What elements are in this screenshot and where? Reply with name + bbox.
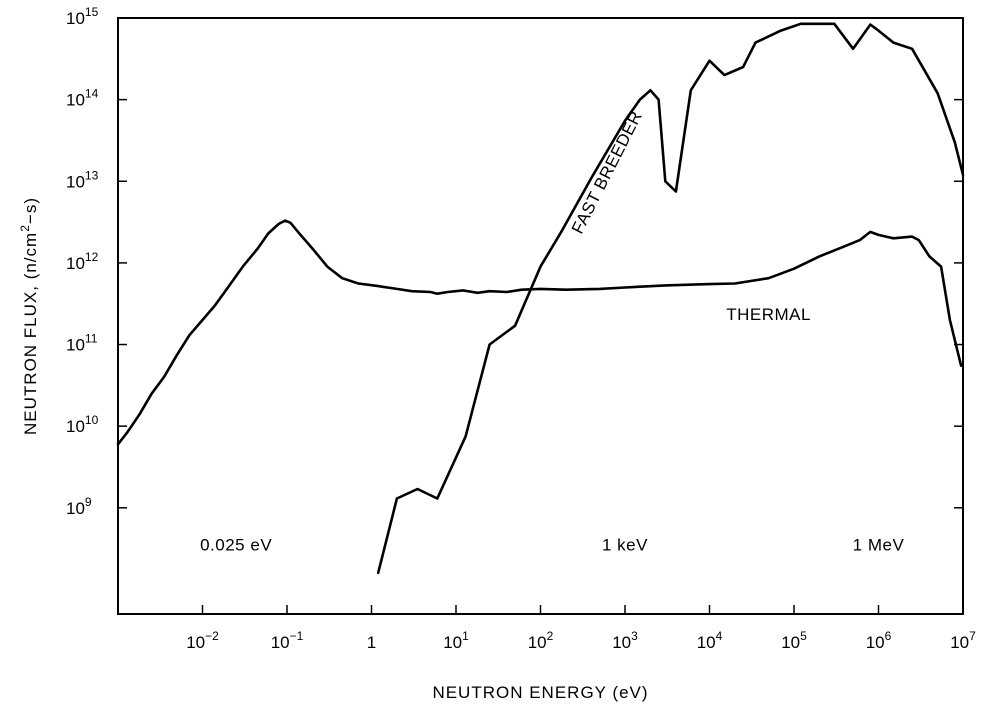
y-axis-title-superscript: 2 <box>18 224 32 232</box>
x-tick-exponent: −1 <box>290 629 304 643</box>
annotation-thermal: THERMAL <box>726 305 811 324</box>
x-tick-label: 102 <box>528 629 554 652</box>
x-tick-base: 10 <box>781 633 800 652</box>
x-tick-base: 10 <box>443 633 462 652</box>
x-tick-label: 104 <box>697 629 723 652</box>
x-tick-base: 10 <box>528 633 547 652</box>
x-tick-base: 10 <box>186 633 205 652</box>
x-tick-base: 10 <box>612 633 631 652</box>
annotation-0-025-ev: 0.025 eV <box>200 535 272 554</box>
y-tick-exponent: 13 <box>85 168 99 182</box>
y-tick-label: 1014 <box>66 87 99 110</box>
x-tick-label: 105 <box>781 629 807 652</box>
x-tick-exponent: −2 <box>205 629 219 643</box>
y-tick-base: 10 <box>66 417 85 436</box>
x-tick-label: 10−1 <box>271 629 304 652</box>
x-tick-label: 10−2 <box>186 629 219 652</box>
y-tick-label: 1012 <box>66 250 99 273</box>
x-tick-label: 101 <box>443 629 469 652</box>
x-tick-exponent: 7 <box>969 629 976 643</box>
y-tick-base: 10 <box>66 254 85 273</box>
fast-breeder-series-line <box>376 22 965 575</box>
x-tick-exponent: 1 <box>462 629 469 643</box>
x-tick-label: 1 <box>367 633 376 652</box>
x-tick-exponent: 3 <box>631 629 638 643</box>
x-tick-base: 10 <box>271 633 290 652</box>
x-tick-base: 10 <box>866 633 885 652</box>
y-tick-base: 10 <box>66 336 85 355</box>
thermal-series-line <box>116 219 963 446</box>
y-tick-exponent: 12 <box>85 250 99 264</box>
x-tick-base: 10 <box>950 633 969 652</box>
plot-frame <box>117 17 964 615</box>
x-tick-exponent: 4 <box>716 629 723 643</box>
y-tick-label: 109 <box>66 495 92 518</box>
x-tick-label: 103 <box>612 629 638 652</box>
y-tick-base: 10 <box>66 172 85 191</box>
y-tick-exponent: 9 <box>85 495 92 509</box>
annotation-1-mev: 1 MeV <box>853 535 905 554</box>
x-tick-exponent: 6 <box>885 629 892 643</box>
x-tick-base: 10 <box>697 633 716 652</box>
y-tick-label: 1013 <box>66 168 99 191</box>
x-axis-title: NEUTRON ENERGY (eV) <box>432 683 648 702</box>
x-tick-base: 1 <box>367 633 376 652</box>
y-tick-exponent: 15 <box>85 5 99 19</box>
y-tick-base: 10 <box>66 91 85 110</box>
y-tick-exponent: 11 <box>85 332 98 346</box>
x-tick-label: 107 <box>950 629 976 652</box>
x-tick-exponent: 2 <box>547 629 554 643</box>
y-tick-base: 10 <box>66 499 85 518</box>
y-axis-title: NEUTRON FLUX, (n/cm2−s) <box>18 197 40 435</box>
y-tick-exponent: 10 <box>85 413 99 427</box>
y-tick-exponent: 14 <box>85 87 99 101</box>
y-tick-label: 1010 <box>66 413 99 436</box>
y-axis-title-unit: −s) <box>21 197 40 224</box>
y-tick-base: 10 <box>66 9 85 28</box>
x-tick-label: 106 <box>866 629 892 652</box>
y-axis-title-text: NEUTRON FLUX, (n/cm <box>21 232 40 435</box>
annotation-1-kev: 1 keV <box>602 535 648 554</box>
y-tick-label: 1015 <box>66 5 99 28</box>
y-tick-label: 1011 <box>66 332 98 355</box>
annotation-fast-breeder: FAST BREEDER <box>568 108 646 237</box>
x-tick-exponent: 5 <box>800 629 807 643</box>
